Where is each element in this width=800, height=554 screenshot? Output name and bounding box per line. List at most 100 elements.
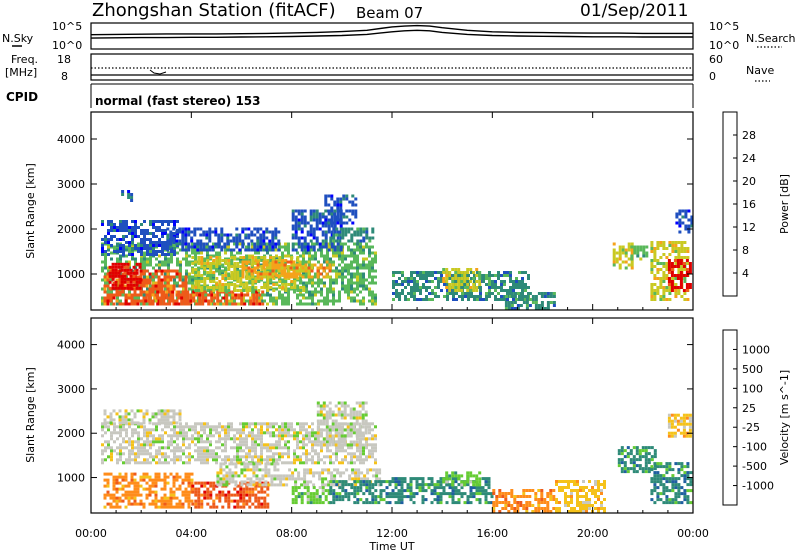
heat-cell: [254, 262, 258, 265]
heat-cell: [303, 215, 307, 219]
heat-cell: [120, 268, 124, 272]
heat-cell: [356, 230, 360, 234]
heat-cell: [188, 272, 191, 276]
heat-cell: [211, 230, 215, 234]
heat-cell: [263, 422, 266, 426]
heat-cell: [197, 266, 200, 270]
heat-cell: [278, 293, 281, 297]
heat-cell: [227, 458, 230, 462]
heat-cell: [302, 289, 306, 292]
heat-cell: [359, 263, 362, 267]
heat-cell: [251, 256, 255, 259]
heat-cell: [506, 271, 509, 274]
heat-cell: [331, 425, 335, 429]
heat-cell: [295, 275, 299, 279]
heat-cell: [318, 248, 322, 252]
heat-cell: [209, 496, 213, 500]
heat-cell: [115, 499, 119, 503]
heat-cell: [208, 233, 212, 237]
heat-cell: [200, 265, 204, 268]
heat-cell: [251, 422, 254, 426]
heat-cell: [328, 263, 332, 267]
heat-cell: [269, 431, 272, 435]
heat-cell: [356, 446, 359, 450]
heat-cell: [205, 233, 209, 237]
heat-cell: [321, 245, 325, 249]
heat-cell: [115, 475, 119, 479]
heat-cell: [314, 254, 317, 258]
heat-cell: [621, 260, 625, 264]
heat-cell: [117, 265, 121, 269]
heat-cell: [321, 224, 325, 228]
heat-cell: [135, 268, 139, 272]
heat-cell: [152, 226, 155, 229]
heat-cell: [212, 487, 216, 491]
heat-cell: [215, 455, 218, 459]
heat-cell: [458, 295, 461, 298]
heat-cell: [134, 244, 137, 247]
heat-cell: [284, 299, 287, 303]
heat-cell: [226, 236, 230, 240]
heat-cell: [225, 302, 229, 306]
heat-cell: [319, 422, 323, 426]
heat-cell: [478, 277, 482, 280]
heat-cell: [140, 244, 143, 247]
heat-cell: [157, 284, 161, 288]
heat-cell: [176, 251, 179, 255]
heat-cell: [464, 292, 467, 295]
heat-cell: [678, 230, 682, 234]
heat-cell: [192, 290, 196, 294]
heat-cell: [316, 401, 320, 405]
heat-cell: [218, 431, 221, 435]
heat-cell: [247, 245, 251, 249]
heat-cell: [133, 302, 137, 306]
heat-cell: [197, 280, 201, 283]
heat-cell: [515, 277, 518, 280]
heat-cell: [296, 302, 299, 306]
heat-cell: [154, 499, 158, 503]
heat-cell: [203, 425, 206, 429]
heat-cell: [630, 248, 634, 252]
nsearch-tick-low: 10^0: [709, 39, 739, 52]
heat-cell: [365, 233, 369, 237]
heat-cell: [130, 299, 134, 303]
heat-cell: [374, 251, 377, 255]
heat-cell: [116, 302, 119, 306]
heat-cell: [178, 502, 182, 506]
heat-cell: [299, 268, 303, 271]
heat-cell: [160, 269, 164, 273]
heat-cell: [101, 434, 104, 438]
heat-cell: [125, 220, 128, 223]
heat-cell: [677, 292, 681, 295]
heat-cell: [203, 283, 207, 286]
heat-cell: [118, 302, 122, 306]
heat-cell: [362, 245, 365, 249]
heat-cell: [362, 434, 365, 438]
heat-cell: [371, 245, 374, 249]
heat-cell: [618, 245, 622, 249]
heat-cell: [329, 299, 332, 303]
heat-cell: [216, 477, 220, 481]
heat-cell: [161, 452, 164, 456]
heat-cell: [119, 452, 122, 456]
heat-cell: [688, 262, 692, 265]
heat-cell: [311, 281, 314, 285]
heat-cell: [222, 302, 226, 306]
heat-cell: [371, 437, 374, 441]
heat-cell: [293, 290, 296, 294]
heat-cell: [297, 245, 301, 249]
heat-cell: [485, 274, 488, 277]
heat-cell: [139, 290, 143, 294]
heat-cell: [109, 293, 113, 297]
heat-cell: [203, 280, 207, 283]
heat-cell: [140, 260, 143, 264]
heat-cell: [271, 263, 275, 267]
heat-cell: [155, 440, 158, 444]
heat-cell: [118, 284, 122, 288]
heat-cell: [642, 251, 646, 255]
heat-cell: [314, 302, 317, 306]
heat-cell: [122, 235, 125, 238]
heat-cell: [260, 286, 264, 289]
heat-cell: [104, 446, 107, 450]
heat-cell: [324, 233, 328, 237]
